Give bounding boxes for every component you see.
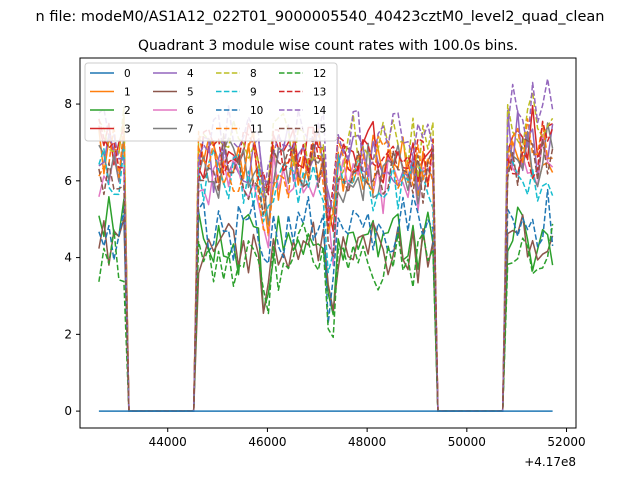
y-axis: 0 2 4 6 8 (64, 97, 80, 418)
legend-label-3: 3 (124, 124, 131, 136)
axes-title: Quadrant 3 module wise count rates with … (138, 38, 518, 54)
legend-label-6: 6 (187, 105, 194, 117)
x-tick-label: 52000 (547, 435, 585, 449)
legend-label-8: 8 (250, 68, 257, 80)
legend-label-0: 0 (124, 68, 131, 80)
y-tick-label: 2 (64, 327, 72, 341)
figure-suptitle: n file: modeM0/AS1A12_022T01_9000005540_… (36, 9, 605, 25)
y-tick-label: 0 (64, 404, 72, 418)
y-tick-label: 6 (64, 174, 72, 188)
x-tick-label: 46000 (248, 435, 286, 449)
y-tick-label: 8 (64, 97, 72, 111)
series-layer (98, 78, 554, 412)
legend-label-13: 13 (313, 87, 326, 99)
legend-frame (84, 62, 338, 142)
x-tick-label: 50000 (448, 435, 486, 449)
y-tick-label: 4 (64, 251, 72, 265)
x-axis: 44000 46000 48000 50000 52000 (149, 428, 586, 449)
legend-label-10: 10 (250, 105, 263, 117)
legend-label-5: 5 (187, 87, 194, 99)
legend-label-7: 7 (187, 124, 194, 136)
x-offset-label: +4.17e8 (524, 455, 576, 469)
legend-label-14: 14 (313, 105, 327, 117)
legend-label-1: 1 (124, 87, 131, 99)
legend-label-2: 2 (124, 105, 131, 117)
legend-label-15: 15 (313, 124, 326, 136)
legend-label-11: 11 (250, 124, 263, 136)
x-tick-label: 48000 (348, 435, 386, 449)
x-tick-label: 44000 (149, 435, 187, 449)
legend-label-12: 12 (313, 68, 326, 80)
legend-label-4: 4 (187, 68, 194, 80)
legend-label-9: 9 (250, 87, 257, 99)
axes-frame (79, 57, 577, 429)
